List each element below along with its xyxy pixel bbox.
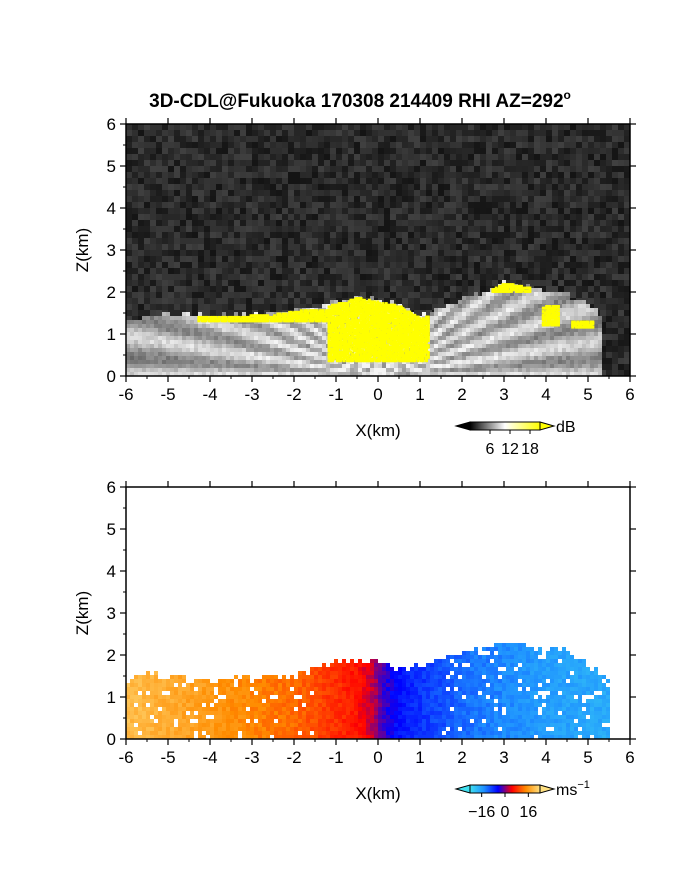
x-tick-label: -2 [286, 385, 301, 404]
y-axis: 0 1 2 3 4 5 6 [107, 115, 636, 386]
colorbar-low-arrow [454, 784, 471, 794]
doppler-velocity-panel: -6 -5 -4 -3 -2 -1 0 1 2 3 4 5 6 0 1 2 3 4 5 6 X(km) Z(km) −16 0… [73, 478, 636, 821]
y-tick-label: 4 [107, 562, 116, 581]
x-axis: -6 -5 -4 -3 -2 -1 0 1 2 3 4 5 6 [118, 481, 635, 767]
y-tick-label: 3 [107, 241, 116, 260]
colorbar-unit: dB [556, 419, 576, 436]
x-tick-label: -1 [328, 748, 343, 767]
x-tick-label: 0 [373, 385, 382, 404]
colorbar-tick-label: 12 [501, 441, 519, 458]
plot-area [126, 124, 630, 376]
x-tick-label: -2 [286, 748, 301, 767]
colorbar-tick-label: −16 [468, 804, 495, 821]
figure-title: 3D-CDL@Fukuoka 170308 214409 RHI AZ=292o [149, 88, 571, 112]
colorbar-ramp [469, 421, 541, 431]
y-tick-label: 2 [107, 646, 116, 665]
x-tick-label: 4 [541, 385, 550, 404]
x-tick-label: -3 [244, 748, 259, 767]
x-tick-label: 1 [415, 748, 424, 767]
x-tick-label: -4 [202, 748, 217, 767]
x-tick-label: -5 [160, 385, 175, 404]
colorbar-unit: ms−1 [556, 779, 590, 799]
x-tick-label: -1 [328, 385, 343, 404]
x-tick-label: -5 [160, 748, 175, 767]
colorbar-high-arrow [539, 784, 556, 794]
x-tick-label: 5 [583, 385, 592, 404]
x-tick-label: -6 [118, 385, 133, 404]
x-tick-label: 3 [499, 385, 508, 404]
y-tick-label: 1 [107, 688, 116, 707]
x-tick-label: 2 [457, 748, 466, 767]
velocity-cells [126, 643, 610, 739]
x-tick-label: 2 [457, 385, 466, 404]
y-axis-label: Z(km) [73, 591, 92, 635]
plot-area [126, 487, 630, 739]
y-tick-label: 5 [107, 520, 116, 539]
y-tick-label: 6 [107, 478, 116, 497]
x-tick-label: 6 [625, 748, 634, 767]
x-axis: -6 -5 -4 -3 -2 -1 0 1 2 3 4 5 6 [118, 118, 635, 404]
y-tick-label: 5 [107, 157, 116, 176]
colorbar-high-arrow [539, 421, 556, 431]
strong-echo-cells [197, 283, 595, 363]
y-tick-label: 0 [107, 367, 116, 386]
y-axis: 0 1 2 3 4 5 6 [107, 478, 636, 749]
x-axis-label: X(km) [355, 784, 400, 803]
y-tick-label: 6 [107, 115, 116, 134]
y-tick-label: 0 [107, 730, 116, 749]
y-tick-label: 2 [107, 283, 116, 302]
y-tick-label: 1 [107, 325, 116, 344]
y-axis-label: Z(km) [73, 228, 92, 272]
x-tick-label: 4 [541, 748, 550, 767]
y-tick-label: 3 [107, 604, 116, 623]
x-tick-label: 0 [373, 748, 382, 767]
colorbar-tick-label: 0 [501, 804, 510, 821]
colorbar-tick-label: 6 [486, 441, 495, 458]
x-axis-label: X(km) [355, 421, 400, 440]
x-tick-label: -3 [244, 385, 259, 404]
x-tick-label: 3 [499, 748, 508, 767]
x-tick-label: -4 [202, 385, 217, 404]
y-tick-label: 4 [107, 199, 116, 218]
x-tick-label: 5 [583, 748, 592, 767]
colorbar: −16 0 16 ms−1 [454, 779, 590, 821]
x-tick-label: 6 [625, 385, 634, 404]
colorbar-low-arrow [454, 421, 471, 431]
colorbar-tick-label: 18 [521, 441, 539, 458]
colorbar-ramp [469, 784, 541, 794]
colorbar-tick-label: 16 [519, 804, 537, 821]
colorbar: 6 12 18 dB [454, 419, 576, 458]
x-tick-label: -6 [118, 748, 133, 767]
x-tick-label: 1 [415, 385, 424, 404]
